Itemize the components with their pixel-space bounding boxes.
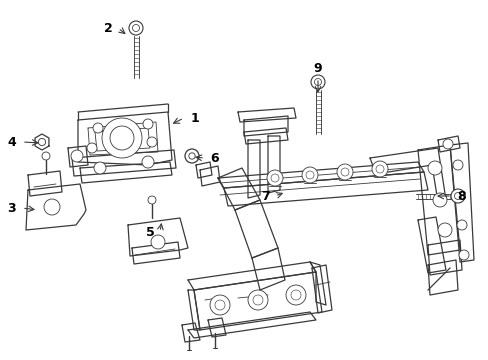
Polygon shape [187,262,315,290]
Polygon shape [26,184,86,230]
Polygon shape [311,265,331,313]
Circle shape [456,220,466,230]
Circle shape [452,160,462,170]
Text: 1: 1 [190,112,199,125]
Circle shape [87,143,97,153]
Polygon shape [369,148,445,202]
Polygon shape [80,162,172,183]
Polygon shape [238,108,295,122]
Circle shape [142,156,154,168]
Circle shape [184,149,199,163]
Text: 3: 3 [8,202,16,215]
Polygon shape [207,318,225,337]
Polygon shape [244,128,287,144]
Text: 6: 6 [210,152,219,165]
Circle shape [42,152,50,160]
Polygon shape [187,290,200,330]
Circle shape [93,123,103,133]
Circle shape [458,250,468,260]
Polygon shape [95,128,150,151]
Polygon shape [224,172,427,206]
Circle shape [310,75,325,89]
Polygon shape [68,146,88,167]
Circle shape [437,223,451,237]
Circle shape [450,189,464,203]
Polygon shape [247,140,260,198]
Polygon shape [218,162,423,188]
Circle shape [102,118,142,158]
Polygon shape [244,116,287,136]
Circle shape [432,193,446,207]
Circle shape [148,196,156,204]
Polygon shape [417,145,459,255]
Text: 9: 9 [313,62,322,75]
Circle shape [266,170,283,186]
Polygon shape [200,166,220,186]
Polygon shape [251,248,285,290]
Polygon shape [132,242,180,264]
Polygon shape [427,260,457,295]
Circle shape [371,161,387,177]
Circle shape [71,150,83,162]
Polygon shape [28,171,62,196]
Polygon shape [449,143,473,262]
Circle shape [285,285,305,305]
Polygon shape [128,218,187,256]
Polygon shape [267,136,280,193]
Circle shape [336,164,352,180]
Polygon shape [196,162,212,178]
Circle shape [151,235,164,249]
Polygon shape [437,136,459,152]
Circle shape [209,295,229,315]
Circle shape [129,21,142,35]
Text: 5: 5 [145,225,154,238]
Polygon shape [187,312,315,338]
Polygon shape [417,217,445,273]
Text: 7: 7 [260,189,269,202]
Circle shape [442,139,452,149]
Circle shape [147,137,157,147]
Polygon shape [72,150,176,176]
Polygon shape [235,200,278,258]
Circle shape [142,119,153,129]
Circle shape [454,190,464,200]
Polygon shape [427,240,461,275]
Circle shape [44,199,60,215]
Polygon shape [194,272,321,330]
Circle shape [247,290,267,310]
Text: 8: 8 [457,189,466,202]
Polygon shape [88,122,158,155]
Circle shape [427,161,441,175]
Text: 4: 4 [8,135,16,148]
Polygon shape [309,262,325,305]
Polygon shape [35,134,49,150]
Text: 2: 2 [103,22,112,35]
Polygon shape [78,112,172,165]
Polygon shape [218,168,260,210]
Circle shape [302,167,317,183]
Polygon shape [182,323,200,342]
Circle shape [94,162,106,174]
